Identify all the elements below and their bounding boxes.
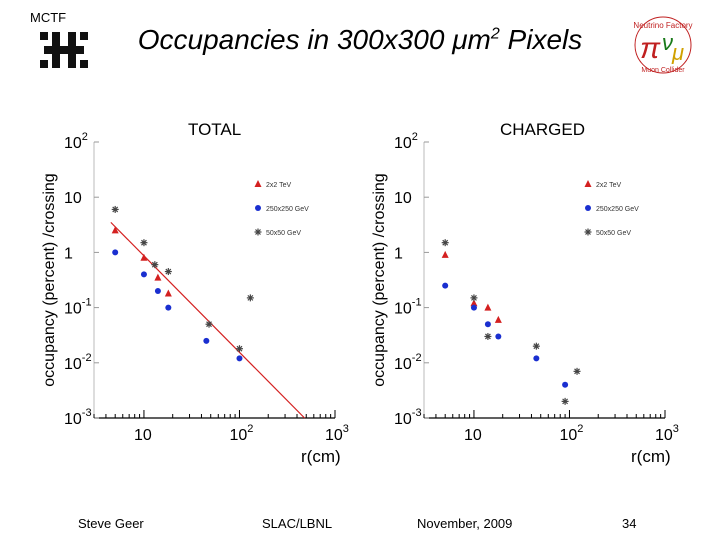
y-tick-label: 1 [64, 245, 73, 262]
data-point-series-1 [533, 355, 540, 362]
y-axis-label: occupancy (percent) /crossing [371, 173, 388, 386]
data-point-series-1 [484, 321, 491, 328]
data-point-series-1 [562, 381, 569, 388]
data-point-series-0 [441, 250, 449, 258]
legend-marker-0 [254, 180, 262, 187]
legend-label-2: 50x50 GeV [596, 230, 631, 237]
svg-text:Neutrino Factory: Neutrino Factory [633, 21, 692, 30]
data-point-series-0 [154, 273, 162, 281]
y-axis-label: occupancy (percent) /crossing [41, 173, 58, 386]
footer-author: Steve Geer [78, 516, 144, 531]
data-point-series-1 [203, 337, 210, 344]
data-point-series-1 [112, 249, 119, 256]
legend-marker-0 [584, 180, 592, 187]
legend-label-1: 250x250 GeV [266, 206, 309, 213]
data-point-series-2 [140, 239, 148, 247]
legend-label-1: 250x250 GeV [596, 206, 639, 213]
y-tick-label: 10-1 [64, 297, 92, 318]
x-tick-label: 10 [134, 427, 152, 444]
fermilab-logo-icon [40, 32, 88, 68]
footer-affiliation: SLAC/LBNL [262, 516, 333, 531]
data-point-series-1 [470, 304, 477, 311]
svg-text:Muon Collider: Muon Collider [641, 67, 685, 74]
data-point-series-2 [205, 320, 213, 328]
data-point-series-0 [484, 303, 492, 311]
data-point-series-1 [495, 333, 502, 340]
data-point-series-0 [140, 253, 148, 261]
legend-label-0: 2x2 TeV [596, 182, 621, 189]
y-tick-label: 1 [394, 245, 403, 262]
y-tick-label: 102 [64, 131, 88, 152]
x-axis-label: r(cm) [301, 447, 341, 466]
x-tick-label: 102 [229, 423, 253, 444]
data-point-series-0 [494, 315, 502, 323]
neutrino-factory-logo-icon: Neutrino Factory Muon Collider π ν μ [633, 16, 693, 74]
data-point-series-1 [140, 271, 147, 278]
svg-text:ν: ν [662, 30, 673, 55]
y-tick-label: 10-1 [394, 297, 422, 318]
charged-plot-title: CHARGED [500, 120, 586, 139]
org-label: MCTF [30, 10, 67, 25]
y-tick-label: 10-2 [64, 352, 92, 373]
page-title: Occupancies in 300x300 μm2 Pixels [137, 24, 583, 55]
x-axis-label: r(cm) [631, 447, 671, 466]
legend-marker-2 [254, 228, 262, 236]
data-point-series-1 [154, 287, 161, 294]
y-tick-label: 10 [64, 190, 82, 207]
data-point-series-2 [151, 261, 159, 269]
legend-marker-1 [255, 205, 261, 211]
x-tick-label: 102 [559, 423, 583, 444]
data-point-series-2 [235, 345, 243, 353]
legend-label-0: 2x2 TeV [266, 182, 291, 189]
footer-page-number: 34 [622, 516, 637, 531]
data-point-series-2 [441, 239, 449, 247]
data-point-series-1 [442, 282, 449, 289]
data-point-series-2 [561, 397, 569, 405]
data-point-series-2 [484, 332, 492, 340]
svg-text:π: π [640, 32, 661, 65]
data-point-series-1 [236, 355, 243, 362]
legend-label-2: 50x50 GeV [266, 230, 301, 237]
x-tick-label: 10 [464, 427, 482, 444]
data-point-series-1 [165, 304, 172, 311]
data-point-series-0 [111, 226, 119, 234]
x-tick-label: 103 [325, 423, 349, 444]
y-tick-label: 102 [394, 131, 418, 152]
data-point-series-0 [470, 299, 478, 307]
y-tick-label: 10-3 [394, 407, 422, 428]
y-tick-label: 10 [394, 190, 412, 207]
fit-line [110, 221, 305, 419]
total-plot-title: TOTAL [188, 120, 242, 139]
data-point-series-2 [470, 294, 478, 302]
data-point-series-0 [164, 289, 172, 297]
data-point-series-2 [532, 342, 540, 350]
data-point-series-2 [111, 205, 119, 213]
data-point-series-2 [246, 294, 254, 302]
footer: Steve Geer SLAC/LBNL November, 2009 34 [0, 512, 720, 534]
svg-text:μ: μ [671, 40, 684, 65]
legend-marker-1 [585, 205, 591, 211]
legend-marker-2 [584, 228, 592, 236]
charged-occupancy-chart: 102 10 1 10-1 10-2 10-3 10 102 103 r(cm) occupancy… [371, 131, 679, 466]
total-occupancy-chart: 102 10 1 10-1 10-2 10-3 10 102 103 r(cm) occupancy… [41, 131, 349, 466]
data-point-series-2 [573, 367, 581, 375]
x-tick-label: 103 [655, 423, 679, 444]
y-tick-label: 10-3 [64, 407, 92, 428]
data-point-series-2 [164, 268, 172, 276]
footer-date: November, 2009 [417, 516, 513, 531]
y-tick-label: 10-2 [394, 352, 422, 373]
